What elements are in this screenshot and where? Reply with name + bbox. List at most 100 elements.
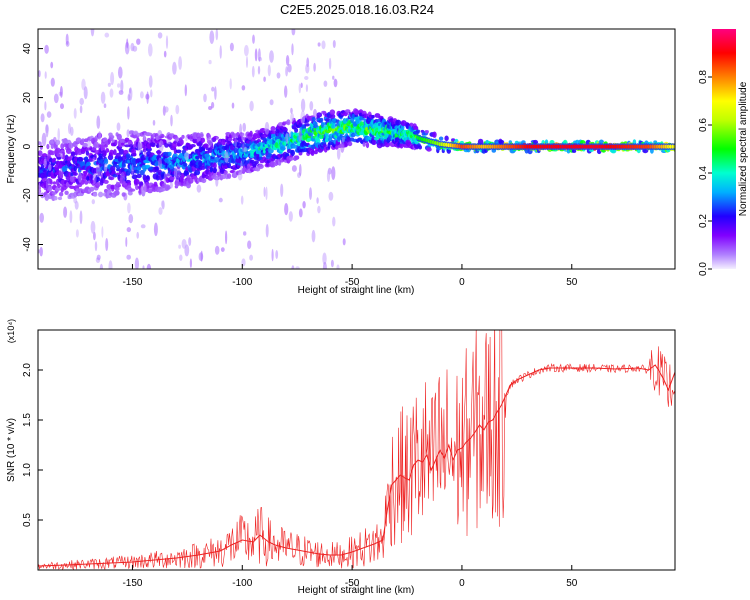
spectral-cell	[127, 93, 130, 101]
spectral-cell	[120, 172, 126, 185]
spectral-cell	[265, 224, 269, 238]
spectral-cell	[203, 143, 209, 148]
spectral-cell	[98, 131, 102, 141]
spectral-cell	[295, 266, 300, 269]
spectral-cell	[43, 158, 47, 168]
spectral-cell	[100, 170, 103, 179]
spectral-cell	[68, 142, 74, 149]
spectral-cell	[176, 164, 181, 179]
spectral-cell	[57, 196, 63, 201]
x-tick-label: 50	[566, 277, 578, 288]
spectral-cell	[38, 70, 41, 78]
spectral-cell	[105, 148, 109, 152]
spectral-cell	[130, 42, 135, 52]
spectral-cell	[326, 170, 331, 183]
spectral-cell	[82, 142, 89, 148]
spectral-cell	[240, 195, 244, 205]
spectral-cell	[209, 30, 215, 44]
spectral-cell	[70, 126, 74, 136]
spectral-cell	[118, 148, 125, 155]
spectral-cell	[258, 48, 261, 62]
y-tick-label: 0.5	[22, 513, 33, 527]
spectral-cell	[116, 122, 121, 131]
spectral-cell	[91, 199, 96, 205]
spectral-cell	[322, 261, 327, 269]
spectral-cell	[54, 147, 61, 154]
y-tick-label: 2.0	[22, 363, 33, 377]
spectral-cell	[126, 38, 129, 49]
spectral-cell	[316, 197, 319, 204]
spectral-cell	[165, 35, 169, 49]
spectral-cell	[143, 132, 146, 141]
y-tick-label: 20	[22, 92, 33, 104]
spectral-cell	[269, 50, 274, 63]
spectral-cell	[160, 200, 165, 208]
spectral-cell	[285, 132, 289, 144]
snr-y-label: SNR (10 * v/v)	[6, 418, 17, 482]
spectral-cell	[211, 86, 215, 92]
spectral-cell	[136, 231, 139, 239]
spectral-cell	[94, 241, 98, 252]
spectral-cell	[70, 151, 76, 157]
spectral-cell	[53, 136, 57, 144]
spectral-cell	[344, 109, 351, 113]
spectral-cell	[153, 222, 158, 237]
spectral-cell	[418, 145, 423, 150]
spectral-cell	[83, 171, 87, 177]
spectral-cell	[353, 109, 360, 116]
spectral-cell	[329, 113, 336, 120]
spectral-cell	[44, 71, 47, 79]
spectral-cell	[148, 43, 153, 57]
spectral-cell	[290, 107, 293, 114]
spectral-cell	[60, 103, 64, 110]
spectral-cell	[295, 132, 300, 137]
spectral-cell	[329, 109, 336, 115]
x-tick-label: 0	[459, 277, 465, 288]
spectral-cell	[313, 62, 316, 72]
y-tick-label: 1.5	[22, 413, 33, 427]
spectral-cell	[81, 138, 85, 143]
spectral-cell	[332, 75, 335, 80]
spectral-cell	[110, 71, 115, 86]
spectral-cell	[45, 178, 50, 192]
spectral-cell	[131, 164, 134, 177]
spectral-cell	[79, 105, 83, 114]
spectral-cell	[132, 152, 137, 157]
spectral-cell	[58, 169, 64, 179]
spectral-cell	[270, 126, 276, 132]
spectral-cell	[365, 142, 370, 149]
spectral-cell	[285, 55, 290, 66]
spectral-cell	[143, 149, 147, 158]
spectral-cell	[300, 98, 306, 113]
spectral-cell	[55, 187, 61, 192]
spectral-cell	[95, 164, 101, 178]
spectral-cell	[142, 265, 145, 269]
spectral-cell	[120, 142, 125, 146]
colorbar-tick-label: 0.8	[698, 70, 709, 84]
spectral-cell	[214, 245, 220, 255]
spectral-cell	[123, 149, 129, 155]
spectral-cell	[91, 147, 97, 151]
spectral-cell	[38, 141, 42, 146]
spectral-cell	[158, 207, 163, 215]
spectral-cell	[44, 101, 47, 111]
spectral-cell	[294, 127, 299, 133]
spectral-cell	[340, 140, 345, 153]
spectral-cell	[267, 64, 271, 77]
spectral-cell	[53, 93, 59, 104]
spectral-cell	[243, 146, 248, 153]
y-tick-label: 40	[22, 43, 33, 55]
spectral-cell	[198, 160, 203, 167]
spectral-cell	[220, 247, 225, 253]
spectral-cell	[322, 252, 327, 265]
spectral-cell	[258, 156, 263, 161]
spectral-cell	[275, 250, 279, 259]
spectral-cell	[444, 135, 449, 142]
spectral-cell	[316, 112, 323, 118]
spectral-cell	[183, 162, 188, 167]
spectral-cell	[244, 44, 249, 57]
spectral-cell	[298, 208, 303, 218]
spectral-cell	[108, 176, 115, 181]
spectral-cell	[85, 150, 90, 156]
spectral-cell	[163, 172, 167, 186]
